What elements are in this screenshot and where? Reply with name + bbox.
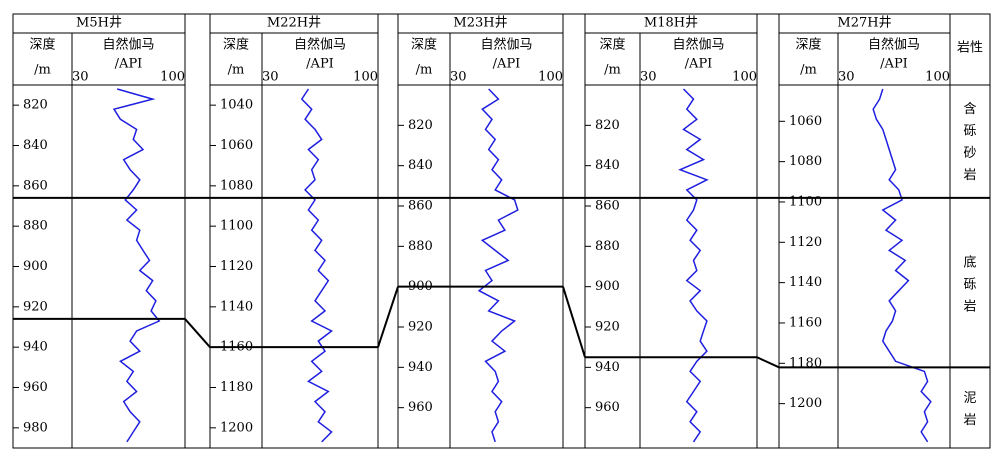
x-label: 自然伽马 bbox=[672, 37, 724, 53]
y-tick-label: 880 bbox=[408, 239, 433, 254]
y-tick-label: 1200 bbox=[789, 396, 822, 411]
y-tick-label: 1160 bbox=[789, 315, 822, 330]
y-tick-label: 920 bbox=[23, 299, 48, 314]
y-tick-label: 880 bbox=[23, 219, 48, 234]
y-tick-label: 1100 bbox=[220, 219, 253, 234]
depth-label: 深度 bbox=[223, 37, 249, 53]
depth-unit: /m bbox=[34, 63, 51, 78]
lithology-name: 底砾岩 bbox=[963, 254, 976, 314]
y-tick-label: 960 bbox=[595, 400, 620, 415]
well-name: M5H井 bbox=[76, 16, 122, 31]
correlation-line bbox=[756, 356, 780, 369]
gr-curve bbox=[477, 88, 519, 443]
table-cell bbox=[949, 13, 991, 449]
y-tick-label: 1180 bbox=[220, 380, 253, 395]
y-tick-label: 960 bbox=[408, 400, 433, 415]
depth-unit: /m bbox=[416, 63, 433, 78]
y-tick-label: 900 bbox=[595, 279, 620, 294]
well-name: M18H井 bbox=[644, 16, 698, 31]
gr-curve bbox=[872, 88, 932, 443]
y-tick-label: 1140 bbox=[789, 275, 822, 290]
y-tick-label: 840 bbox=[408, 158, 433, 173]
x-tick-label: 30 bbox=[838, 70, 855, 85]
table-cell bbox=[562, 13, 586, 449]
table-cell bbox=[377, 13, 399, 449]
well-name: M22H井 bbox=[267, 16, 321, 31]
well-name: M27H井 bbox=[837, 16, 891, 31]
x-tick-label: 100 bbox=[160, 70, 185, 85]
y-tick-label: 1040 bbox=[220, 98, 253, 113]
y-tick-label: 1180 bbox=[789, 356, 822, 371]
lithology-name: 含砾砂岩 bbox=[963, 101, 976, 183]
x-unit: /API bbox=[493, 57, 521, 72]
depth-label: 深度 bbox=[411, 37, 437, 53]
x-label: 自然伽马 bbox=[102, 37, 154, 53]
y-tick-label: 900 bbox=[23, 259, 48, 274]
y-tick-label: 960 bbox=[23, 380, 48, 395]
y-tick-label: 1120 bbox=[789, 235, 822, 250]
x-tick-label: 100 bbox=[732, 70, 757, 85]
x-label: 自然伽马 bbox=[294, 37, 346, 53]
x-unit: /API bbox=[685, 57, 713, 72]
y-tick-label: 1060 bbox=[220, 138, 253, 153]
depth-unit: /m bbox=[604, 63, 621, 78]
y-tick-label: 820 bbox=[408, 118, 433, 133]
y-tick-label: 1140 bbox=[220, 299, 253, 314]
y-tick-label: 980 bbox=[23, 420, 48, 435]
y-tick-label: 920 bbox=[595, 320, 620, 335]
x-unit: /API bbox=[880, 57, 908, 72]
y-tick-label: 1100 bbox=[789, 194, 822, 209]
y-tick-label: 840 bbox=[595, 158, 620, 173]
y-tick-label: 940 bbox=[408, 360, 433, 375]
table-cell bbox=[184, 13, 211, 449]
y-tick-label: 1060 bbox=[789, 114, 822, 129]
x-tick-label: 30 bbox=[640, 70, 657, 85]
correlation-line bbox=[184, 318, 211, 348]
y-tick-label: 1080 bbox=[789, 154, 822, 169]
y-tick-label: 820 bbox=[595, 118, 620, 133]
gr-curve bbox=[300, 88, 334, 443]
y-tick-label: 860 bbox=[595, 199, 620, 214]
y-tick-label: 820 bbox=[23, 98, 48, 113]
x-tick-label: 100 bbox=[925, 70, 950, 85]
y-tick-label: 860 bbox=[23, 178, 48, 193]
x-tick-label: 30 bbox=[450, 70, 467, 85]
x-label: 自然伽马 bbox=[480, 37, 532, 53]
y-tick-label: 940 bbox=[595, 360, 620, 375]
x-unit: /API bbox=[306, 57, 334, 72]
x-label: 自然伽马 bbox=[868, 37, 920, 53]
x-tick-label: 100 bbox=[353, 70, 378, 85]
depth-unit: /m bbox=[800, 63, 817, 78]
depth-unit: /m bbox=[228, 63, 245, 78]
y-tick-label: 940 bbox=[23, 340, 48, 355]
depth-label: 深度 bbox=[795, 37, 821, 53]
x-tick-label: 100 bbox=[538, 70, 563, 85]
depth-label: 深度 bbox=[29, 37, 55, 53]
table-cell bbox=[756, 13, 780, 449]
x-tick-label: 30 bbox=[72, 70, 89, 85]
y-tick-label: 1200 bbox=[220, 420, 253, 435]
y-tick-label: 1080 bbox=[220, 178, 253, 193]
y-tick-label: 880 bbox=[595, 239, 620, 254]
lithology-label: 岩性 bbox=[957, 41, 983, 56]
gr-curve bbox=[678, 88, 709, 443]
x-unit: /API bbox=[115, 57, 143, 72]
y-tick-label: 840 bbox=[23, 138, 48, 153]
gr-curve bbox=[112, 88, 161, 443]
y-tick-label: 860 bbox=[408, 199, 433, 214]
correlation-line bbox=[562, 286, 586, 358]
lithology-name: 泥岩 bbox=[963, 391, 976, 428]
correlation-line bbox=[377, 286, 399, 348]
depth-label: 深度 bbox=[599, 37, 625, 53]
x-tick-label: 30 bbox=[262, 70, 279, 85]
y-tick-label: 920 bbox=[408, 320, 433, 335]
y-tick-label: 1120 bbox=[220, 259, 253, 274]
well-name: M23H井 bbox=[453, 16, 507, 31]
